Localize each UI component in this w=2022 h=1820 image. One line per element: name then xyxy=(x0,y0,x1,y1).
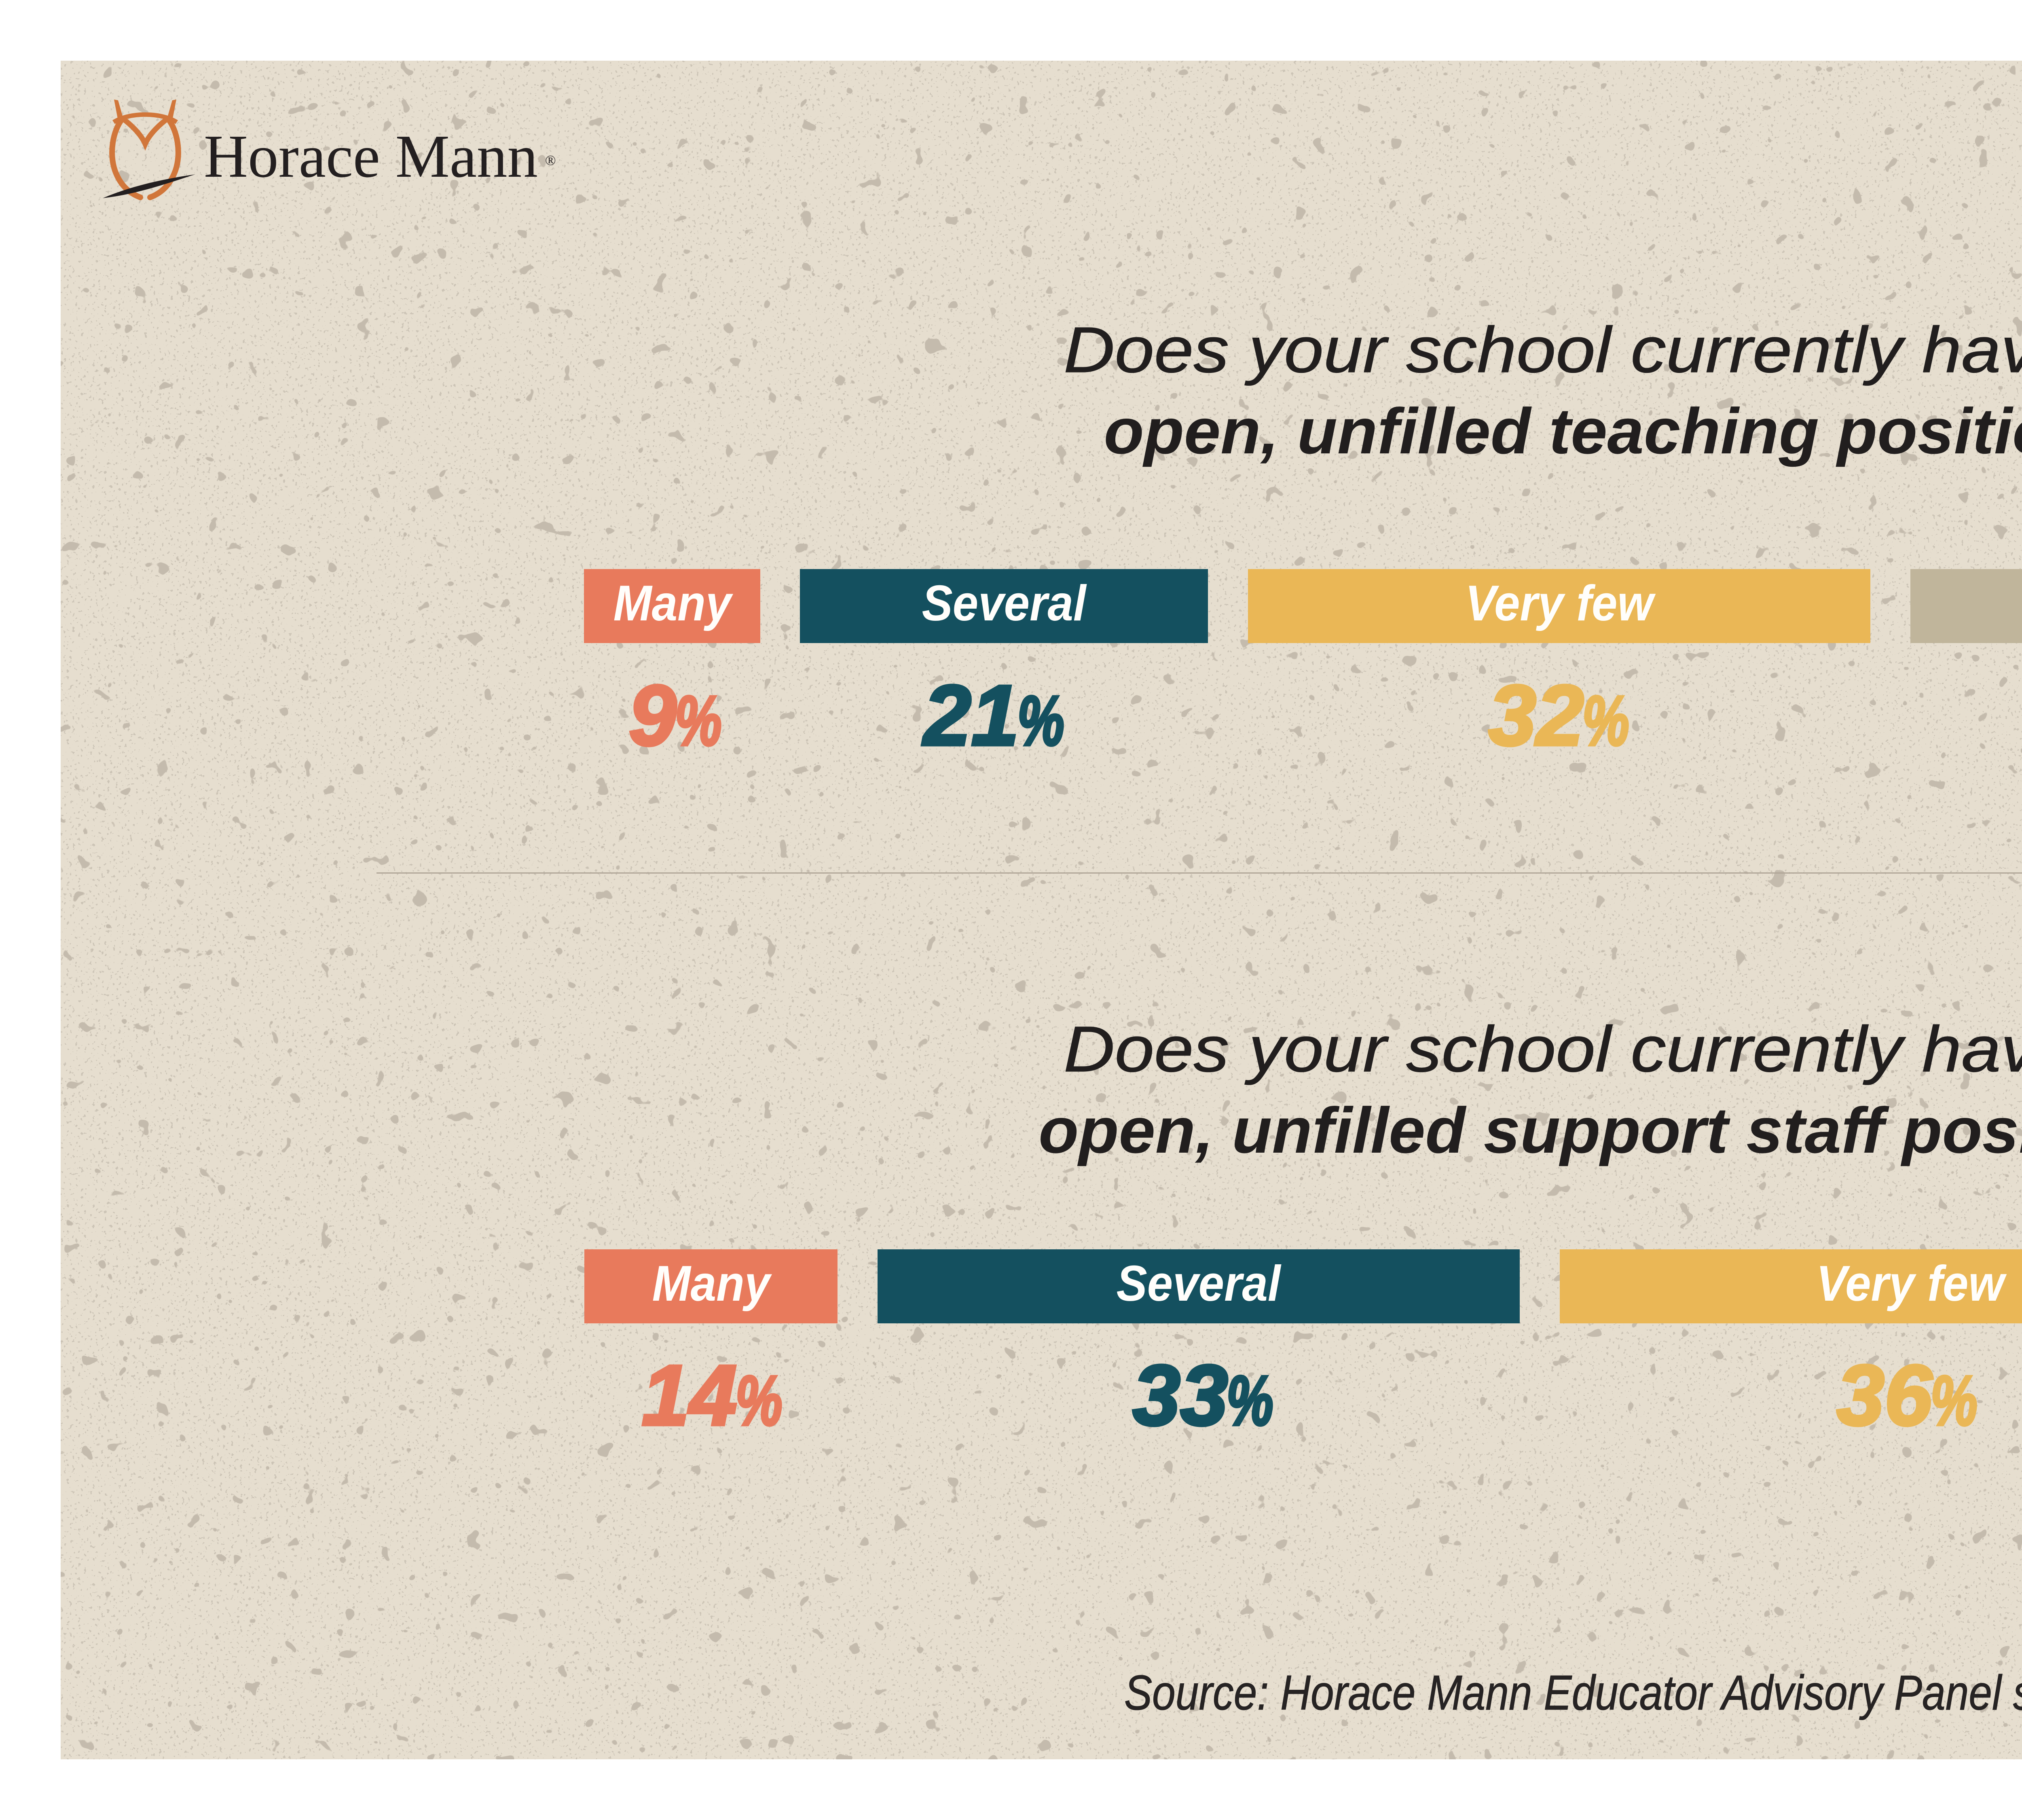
svg-text:Horace Mann: Horace Mann xyxy=(204,122,538,190)
svg-text:®: ® xyxy=(545,152,556,168)
